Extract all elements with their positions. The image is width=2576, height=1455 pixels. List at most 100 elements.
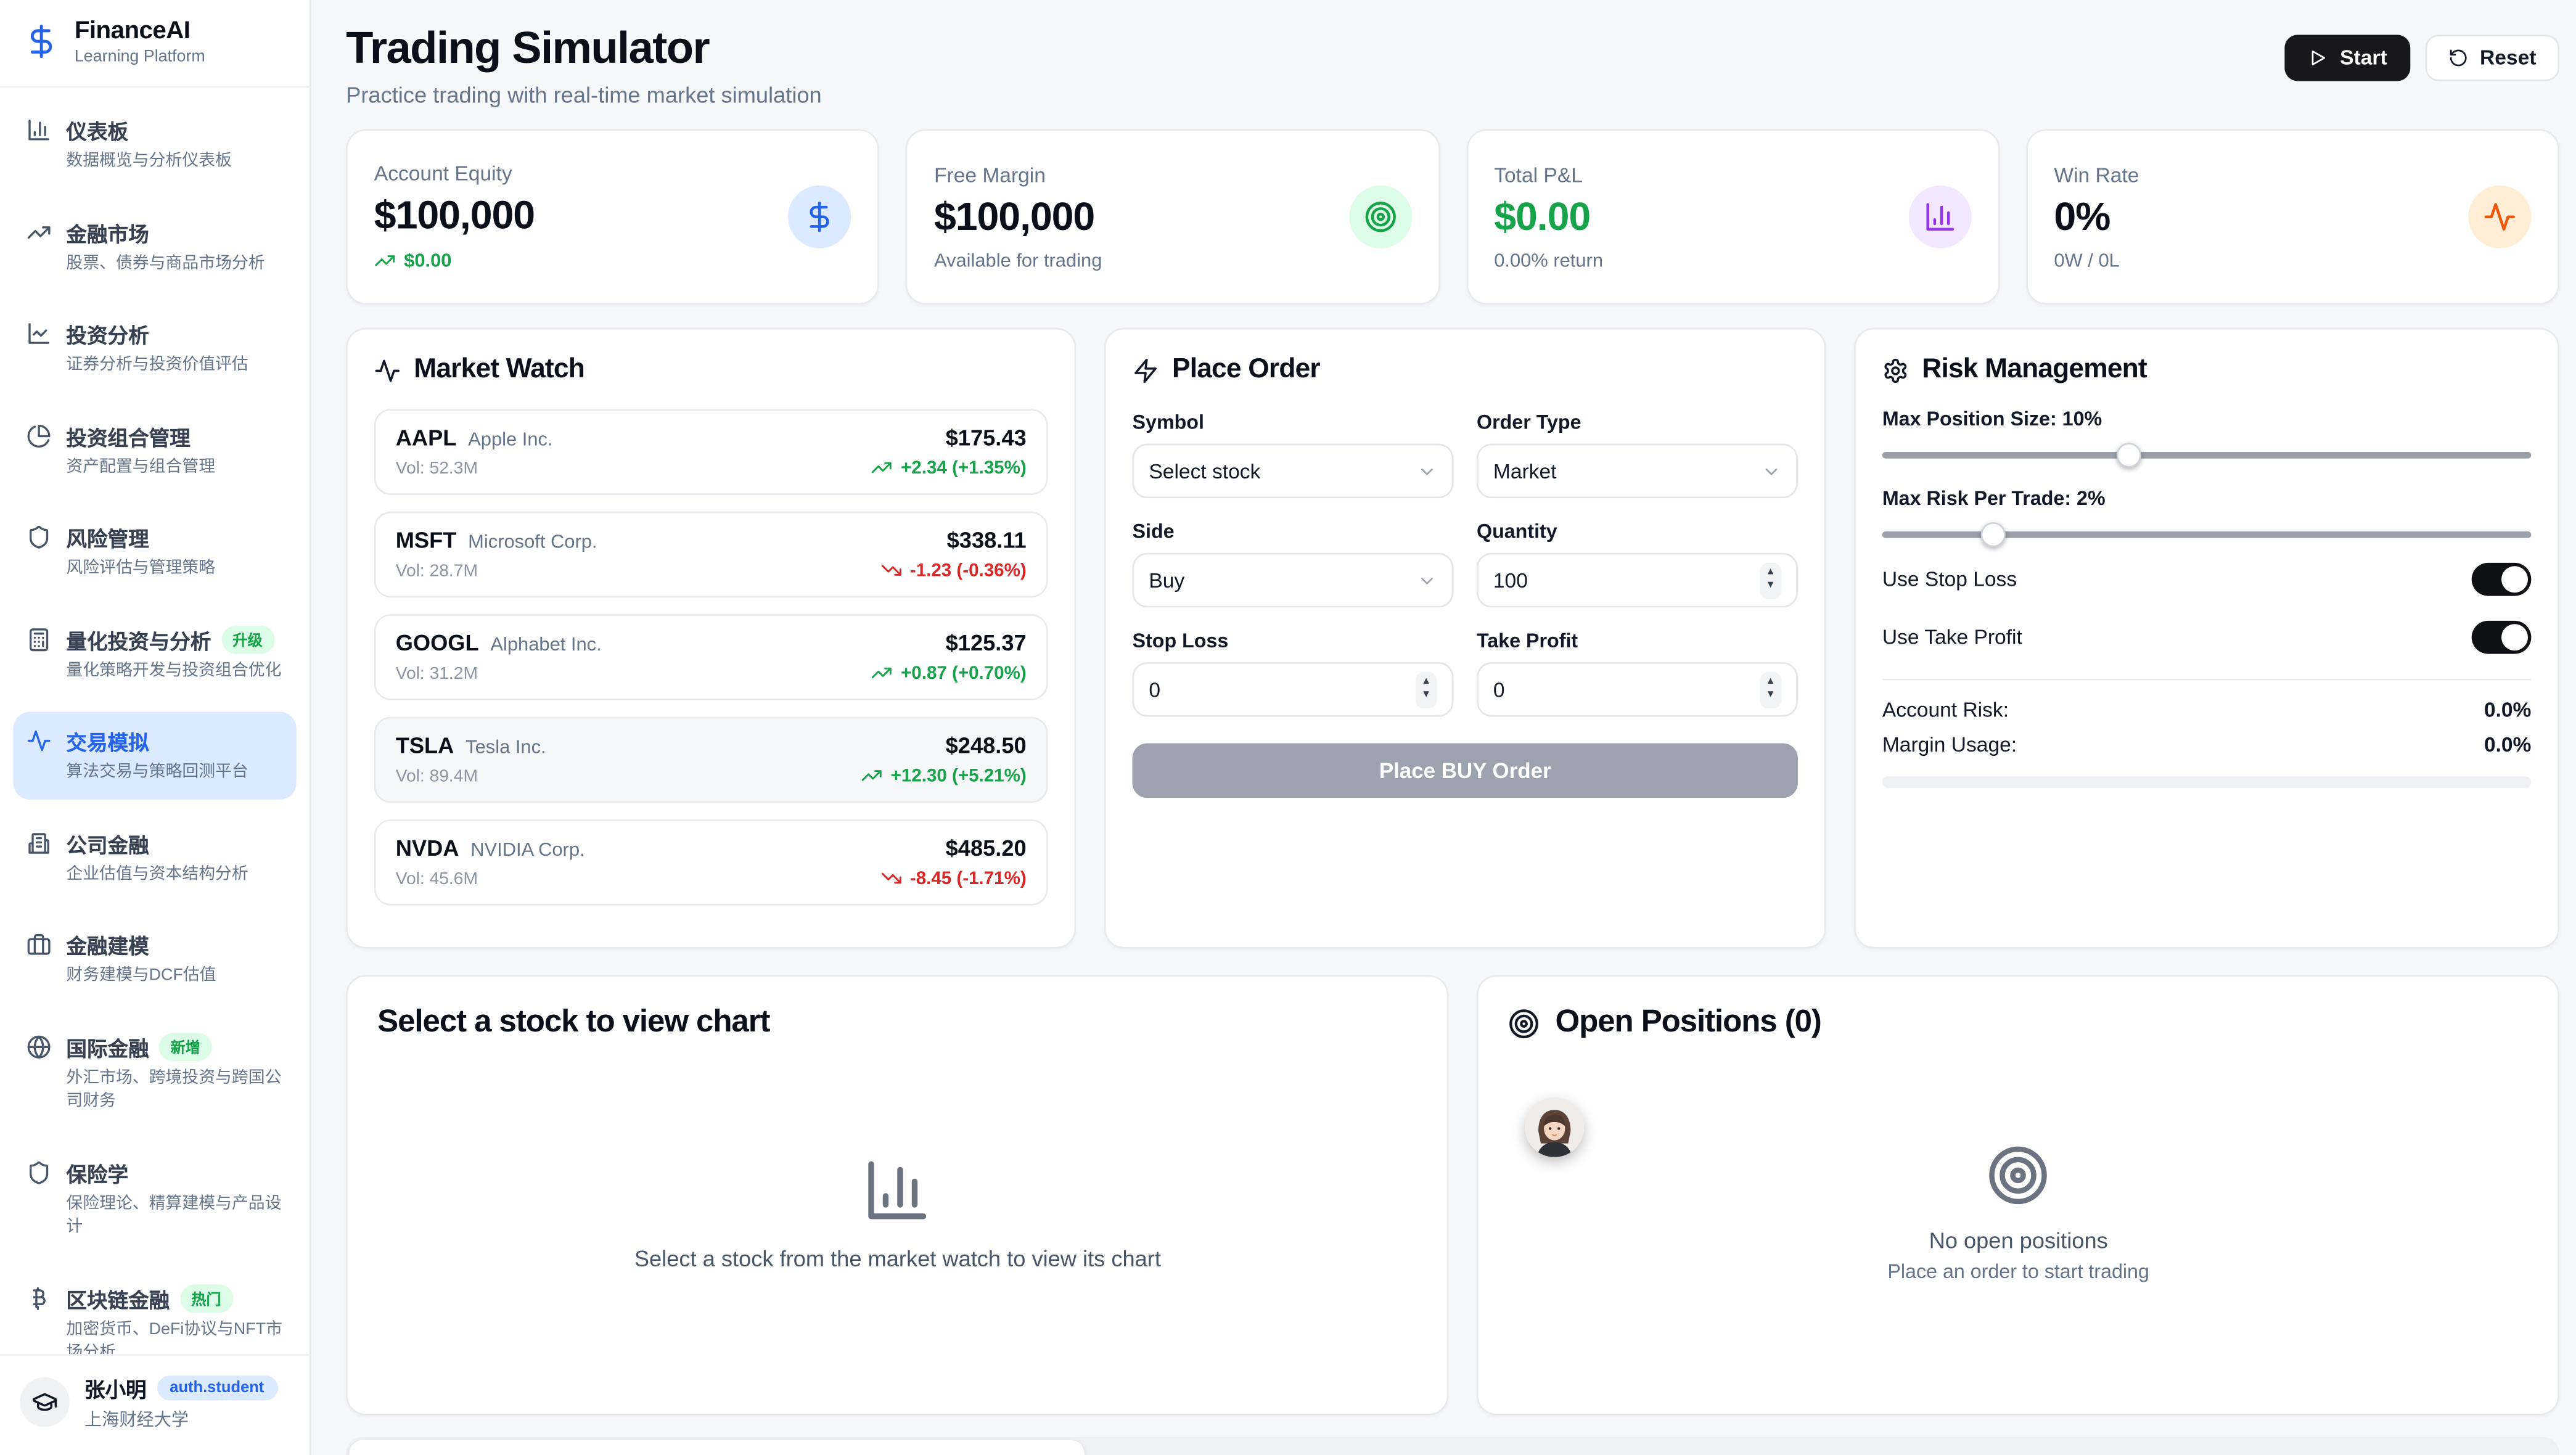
sidebar-item[interactable]: 保险学 保险理论、精算建模与产品设计 xyxy=(13,1143,296,1254)
stat-subtext: 0.00% return xyxy=(1494,251,1603,271)
market-watch-row[interactable]: TSLA Tesla Inc. $248.50 Vol: 89.4M +12.3… xyxy=(374,716,1048,803)
tab[interactable]: Analytics xyxy=(1821,1440,2556,1455)
sidebar-item-label: 金融市场 xyxy=(66,223,149,246)
sidebar-item-icon xyxy=(27,1160,51,1184)
market-watch-row[interactable]: MSFT Microsoft Corp. $338.11 Vol: 28.7M … xyxy=(374,511,1048,598)
market-watch-row[interactable]: GOOGL Alphabet Inc. $125.37 Vol: 31.2M +… xyxy=(374,614,1048,700)
stat-icon xyxy=(2468,185,2532,248)
sidebar-item-icon xyxy=(27,932,51,957)
stepper-arrows-icon[interactable]: ▲ ▼ xyxy=(1415,671,1437,708)
stat-sub-label: 0W / 0L xyxy=(2054,250,2120,271)
sidebar-item[interactable]: 金融市场 股票、债券与商品市场分析 xyxy=(13,203,296,290)
take-profit-input[interactable] xyxy=(1493,678,1750,702)
slider-thumb[interactable] xyxy=(1980,522,2005,547)
quantity-input[interactable] xyxy=(1493,568,1750,592)
sidebar-item[interactable]: 量化投资与分析 升级 量化策略开发与投资组合优化 xyxy=(13,610,296,697)
stock-symbol: MSFT xyxy=(395,528,457,553)
sidebar-item-desc: 企业估值与资本结构分析 xyxy=(66,864,248,883)
sidebar-item-label: 区块链金融 xyxy=(66,1289,170,1312)
stat-subtext: $0.00 xyxy=(374,250,535,271)
user-footer[interactable]: 张小明 auth.student 上海财经大学 xyxy=(0,1354,310,1455)
sidebar-item-desc: 外汇市场、跨境投资与跨国公司财务 xyxy=(66,1068,282,1111)
slider-thumb[interactable] xyxy=(2116,443,2141,468)
reset-button[interactable]: Reset xyxy=(2425,35,2560,81)
stock-change-label: -8.45 (-1.71%) xyxy=(909,868,1027,888)
trend-icon xyxy=(861,764,882,786)
stop-loss-label: Stop Loss xyxy=(1132,629,1229,652)
take-profit-stepper[interactable]: ▲▼ xyxy=(1477,662,1798,717)
sidebar-item-icon xyxy=(27,118,51,142)
stock-volume: Vol: 31.2M xyxy=(395,663,478,683)
stock-price: $248.50 xyxy=(945,733,1027,758)
quantity-label: Quantity xyxy=(1477,520,1557,543)
sidebar-item-label: 量化投资与分析 xyxy=(66,629,211,654)
sidebar-item-icon xyxy=(27,728,51,753)
stock-price: $338.11 xyxy=(946,528,1027,553)
trending-up-icon xyxy=(374,250,396,271)
sidebar-item-icon xyxy=(27,626,51,651)
sidebar-item-badge: 升级 xyxy=(221,625,274,654)
symbol-label: Symbol xyxy=(1132,410,1204,434)
no-positions-subtext: Place an order to start trading xyxy=(1887,1259,2149,1282)
start-button[interactable]: Start xyxy=(2285,35,2411,81)
max-risk-per-trade-label: Max Risk Per Trade: 2% xyxy=(1882,486,2106,510)
use-take-profit-toggle[interactable] xyxy=(2471,620,2532,654)
stock-name: NVIDIA Corp. xyxy=(470,840,585,861)
stat-value: 0% xyxy=(2054,194,2110,239)
activity-icon xyxy=(374,357,401,383)
stop-loss-input[interactable] xyxy=(1149,678,1406,702)
stock-change-label: -1.23 (-0.36%) xyxy=(909,560,1027,581)
stock-change: -1.23 (-0.36%) xyxy=(880,560,1027,581)
max-risk-per-trade-slider[interactable] xyxy=(1882,522,2532,547)
sidebar-item[interactable]: 投资分析 证券分析与投资价值评估 xyxy=(13,305,296,391)
stat-value: $100,000 xyxy=(934,194,1095,239)
sidebar-item[interactable]: 金融建模 财务建模与DCF估值 xyxy=(13,916,296,1002)
use-take-profit-label: Use Take Profit xyxy=(1882,625,2022,649)
place-order-title: Place Order xyxy=(1133,355,1798,386)
stock-price: $125.37 xyxy=(945,630,1027,656)
place-buy-order-button[interactable]: Place BUY Order xyxy=(1132,743,1798,798)
side-select[interactable]: Buy xyxy=(1132,552,1454,608)
stat-subtext: 0W / 0L xyxy=(2054,251,2139,271)
stock-name: Tesla Inc. xyxy=(466,738,546,758)
stat-label: Total P&L xyxy=(1494,163,1583,187)
symbol-select[interactable]: Select stock xyxy=(1132,443,1454,499)
stock-name: Alphabet Inc. xyxy=(490,636,602,656)
margin-usage-value: 0.0% xyxy=(2484,733,2532,757)
stock-name: Apple Inc. xyxy=(468,430,553,451)
sidebar-item-desc: 数据概览与分析仪表板 xyxy=(66,152,232,171)
stop-loss-stepper[interactable]: ▲▼ xyxy=(1132,662,1454,717)
stepper-arrows-icon[interactable]: ▲ ▼ xyxy=(1760,562,1782,599)
quantity-stepper[interactable]: ▲▼ xyxy=(1477,552,1798,608)
divider xyxy=(1882,678,2532,681)
stat-card: Free Margin $100,000 Available for tradi… xyxy=(906,129,1440,305)
tab[interactable]: Order History xyxy=(349,1440,1085,1455)
sidebar-item-icon xyxy=(27,525,51,549)
stat-sub-label: Available for trading xyxy=(934,250,1102,271)
stat-value: $0.00 xyxy=(1494,194,1591,239)
rotate-ccw-icon xyxy=(2448,48,2468,68)
place-order-panel: Place Order Symbol Select stock Order Ty… xyxy=(1104,327,1826,949)
sidebar-item-desc: 风险评估与管理策略 xyxy=(66,559,216,578)
sidebar-item[interactable]: 仪表板 数据概览与分析仪表板 xyxy=(13,101,296,188)
side-select-value: Buy xyxy=(1149,568,1185,592)
sidebar-item[interactable]: 交易模拟 算法交易与策略回测平台 xyxy=(13,711,297,799)
market-watch-row[interactable]: AAPL Apple Inc. $175.43 Vol: 52.3M +2.34… xyxy=(374,409,1048,495)
sidebar-item[interactable]: 风险管理 风险评估与管理策略 xyxy=(13,508,296,595)
max-position-size-slider[interactable] xyxy=(1882,443,2532,468)
market-watch-row[interactable]: NVDA NVIDIA Corp. $485.20 Vol: 45.6M -8.… xyxy=(374,819,1048,906)
use-stop-loss-toggle[interactable] xyxy=(2471,562,2532,596)
stock-volume: Vol: 28.7M xyxy=(395,560,478,581)
order-type-select[interactable]: Market xyxy=(1477,443,1798,499)
app-logo: FinanceAI Learning Platform xyxy=(0,0,310,88)
sidebar-item[interactable]: 国际金融 新增 外汇市场、跨境投资与跨国公司财务 xyxy=(13,1017,296,1128)
page-header: Trading Simulator Practice trading with … xyxy=(346,23,2560,108)
sidebar-item[interactable]: 区块链金融 热门 加密货币、DeFi协议与NFT市场分析 xyxy=(13,1269,296,1354)
sidebar-item-desc: 股票、债券与商品市场分析 xyxy=(66,254,265,273)
sidebar-item[interactable]: 公司金融 企业估值与资本结构分析 xyxy=(13,814,296,901)
stock-volume: Vol: 45.6M xyxy=(395,868,478,888)
sidebar-item[interactable]: 投资组合管理 资产配置与组合管理 xyxy=(13,406,296,493)
stepper-arrows-icon[interactable]: ▲ ▼ xyxy=(1760,671,1782,708)
tab[interactable]: Performance xyxy=(1085,1440,1821,1455)
